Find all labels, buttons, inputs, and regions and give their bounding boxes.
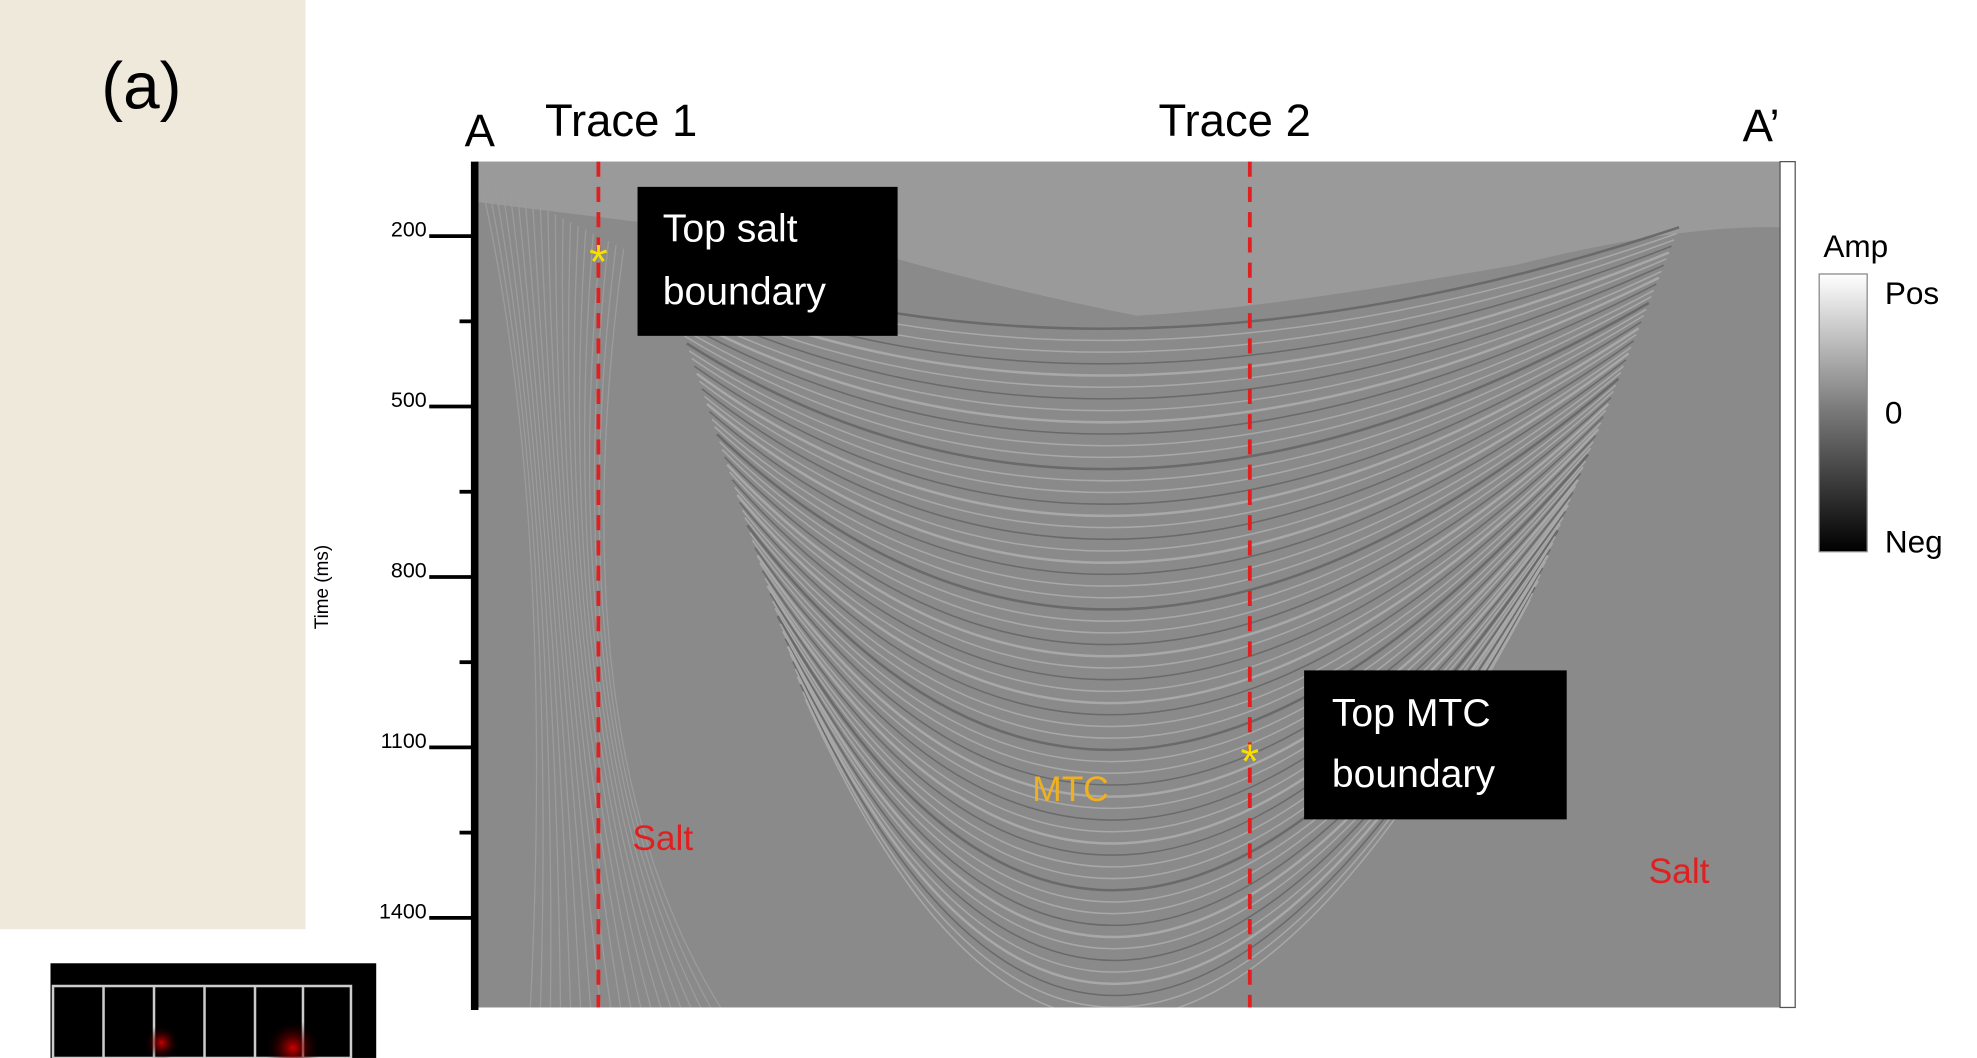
annotation-line: boundary <box>1332 753 1496 796</box>
trace-label: Trace 1 <box>545 95 697 146</box>
annotation-line: Top salt <box>663 207 798 250</box>
y-ticks: 200 500 800 1100 1400 <box>379 218 475 924</box>
page: {"panel_label": "(a)", "figure": { "left… <box>0 0 1977 1058</box>
annotation-line: boundary <box>663 271 827 314</box>
colorbar-title: Amp <box>1823 228 1888 264</box>
panel-label: (a) <box>101 49 181 122</box>
colorbar-label: Neg <box>1885 523 1943 559</box>
right-label: A’ <box>1743 100 1780 151</box>
y-tick-label: 500 <box>391 388 427 412</box>
side-panel <box>0 0 306 929</box>
left-label: A <box>465 105 496 156</box>
marker: * <box>1240 736 1259 789</box>
y-axis-title: Time (ms) <box>312 545 333 629</box>
region-label: MTC <box>1032 770 1109 809</box>
y-tick-label: 800 <box>391 559 427 583</box>
region-label: Salt <box>1649 852 1710 891</box>
colorbar-label: Pos <box>1885 275 1939 311</box>
y-tick-label: 1400 <box>379 899 427 923</box>
annotation-line: Top MTC <box>1332 692 1491 735</box>
y-tick-label: 200 <box>391 218 427 242</box>
figure: (a) 200 500 800 1100 1400 Time (ms) A A’ Tra… <box>0 0 1977 1058</box>
colorbar-label: 0 <box>1885 395 1903 431</box>
section-edge <box>1780 162 1795 1008</box>
inset-label: .9 <box>25 971 42 993</box>
y-tick-label: 1100 <box>381 729 427 753</box>
inset <box>50 963 376 1058</box>
marker: * <box>589 236 608 289</box>
trace-label: Trace 2 <box>1158 95 1310 146</box>
region-label: Salt <box>632 819 693 858</box>
colorbar <box>1819 274 1867 552</box>
